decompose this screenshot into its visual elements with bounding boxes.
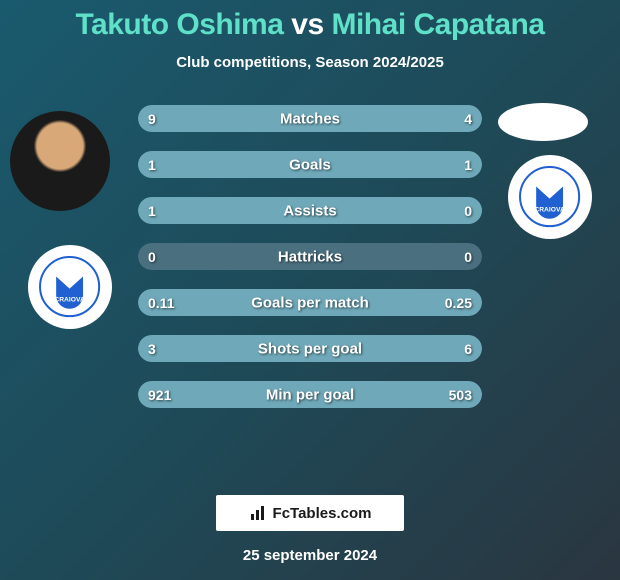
stat-label: Goals per match: [251, 294, 369, 311]
player1-club-badge: CRAIOVA: [28, 245, 112, 329]
stat-fill-left: [138, 151, 310, 178]
stat-value-right: 1: [464, 157, 472, 173]
player2-club-badge: CRAIOVA: [508, 155, 592, 239]
logo-text: FcTables.com: [273, 505, 372, 522]
stat-value-right: 503: [449, 387, 472, 403]
stat-label: Goals: [289, 156, 331, 173]
stat-value-left: 9: [148, 111, 156, 127]
subtitle: Club competitions, Season 2024/2025: [176, 54, 444, 71]
stat-value-right: 0: [464, 203, 472, 219]
stat-label: Assists: [283, 202, 336, 219]
stat-row: 9 4 Matches: [138, 105, 482, 132]
svg-text:CRAIOVA: CRAIOVA: [55, 297, 86, 304]
svg-text:CRAIOVA: CRAIOVA: [535, 207, 566, 214]
stat-label: Shots per goal: [258, 340, 362, 357]
stat-value-right: 4: [464, 111, 472, 127]
stat-value-right: 0: [464, 249, 472, 265]
stat-label: Min per goal: [266, 386, 354, 403]
stat-value-left: 1: [148, 157, 156, 173]
club-crest-icon: CRAIOVA: [516, 163, 583, 230]
page-title: Takuto Oshima vs Mihai Capatana: [75, 8, 544, 42]
stat-value-right: 6: [464, 341, 472, 357]
stat-row: 921 503 Min per goal: [138, 381, 482, 408]
stat-value-left: 0.11: [148, 295, 174, 311]
stat-fill-right: [310, 151, 482, 178]
chart-icon: [249, 504, 267, 522]
stat-value-left: 1: [148, 203, 156, 219]
container: Takuto Oshima vs Mihai Capatana Club com…: [0, 0, 620, 580]
player2-avatar: [498, 103, 588, 141]
club-crest-icon: CRAIOVA: [36, 253, 103, 320]
player2-name: Mihai Capatana: [331, 8, 544, 41]
stat-row: 1 1 Goals: [138, 151, 482, 178]
fctables-logo: FcTables.com: [216, 495, 404, 531]
stat-row: 0.11 0.25 Goals per match: [138, 289, 482, 316]
stat-value-left: 0: [148, 249, 156, 265]
vs-text: vs: [291, 8, 323, 41]
stat-value-right: 0.25: [445, 295, 472, 311]
stat-value-left: 921: [148, 387, 171, 403]
stat-row: 0 0 Hattricks: [138, 243, 482, 270]
stat-value-left: 3: [148, 341, 156, 357]
stat-label: Hattricks: [278, 248, 342, 265]
stat-label: Matches: [280, 110, 340, 127]
chart-area: CRAIOVA CRAIOVA 9 4 Matches 1 1 Goals 1 0 Assist…: [0, 83, 620, 491]
player1-name: Takuto Oshima: [75, 8, 283, 41]
player1-avatar: [10, 111, 110, 211]
stat-rows: 9 4 Matches 1 1 Goals 1 0 Assists 0 0 Hattricks 0.11…: [138, 105, 482, 427]
date-text: 25 september 2024: [243, 547, 377, 564]
stat-row: 3 6 Shots per goal: [138, 335, 482, 362]
stat-row: 1 0 Assists: [138, 197, 482, 224]
